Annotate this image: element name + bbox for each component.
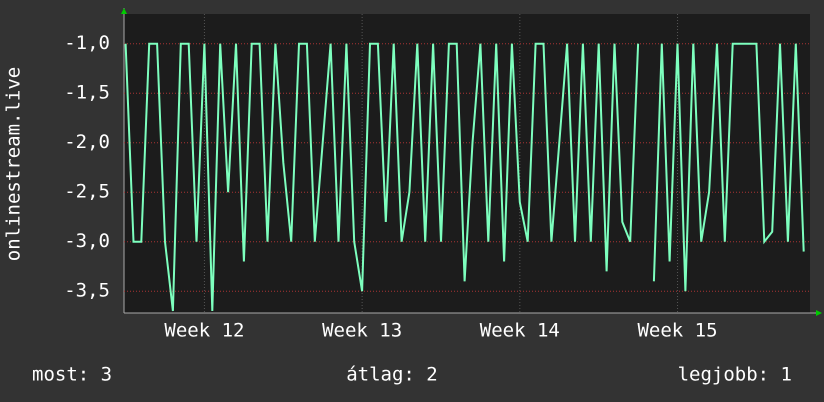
x-tick-label: Week 12 [164, 320, 244, 342]
y-tick-label: -3,0 [64, 230, 110, 252]
y-arrow [121, 8, 127, 14]
y-tick-label: -1,5 [64, 82, 110, 104]
x-arrow [816, 310, 822, 316]
series-line [124, 42, 805, 312]
y-tick-label: -1,0 [64, 32, 110, 54]
y-tick-label: -3,5 [64, 280, 110, 302]
x-tick-label: Week 15 [637, 320, 717, 342]
plot-area [124, 14, 810, 313]
legend-best: legjobb: 1 [678, 364, 792, 386]
legend-average: átlag: 2 [346, 364, 438, 386]
legend-current: most: 3 [32, 364, 112, 386]
x-tick-label: Week 14 [480, 320, 560, 342]
y-tick-label: -2,5 [64, 181, 110, 203]
y-tick-label: -2,0 [64, 131, 110, 153]
y-axis-label: onlinestream.live [3, 67, 25, 261]
x-tick-label: Week 13 [322, 320, 402, 342]
